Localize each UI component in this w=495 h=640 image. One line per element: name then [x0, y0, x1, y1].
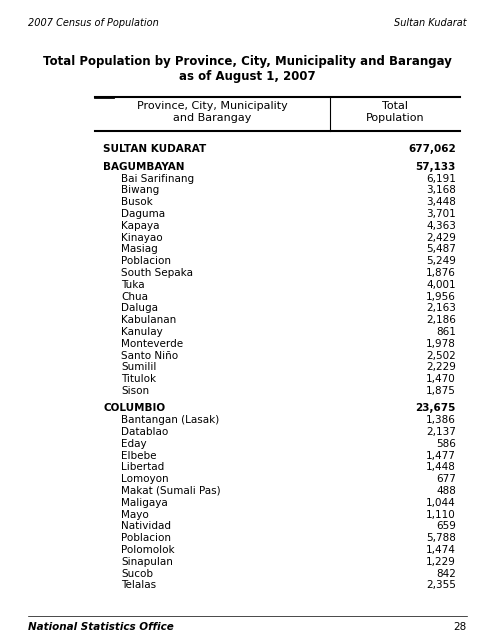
- Text: 677,062: 677,062: [408, 145, 456, 154]
- Text: 3,701: 3,701: [426, 209, 456, 219]
- Text: Kabulanan: Kabulanan: [121, 316, 176, 325]
- Text: 2007 Census of Population: 2007 Census of Population: [28, 18, 159, 28]
- Text: Sison: Sison: [121, 386, 149, 396]
- Text: Poblacion: Poblacion: [121, 256, 171, 266]
- Text: Telalas: Telalas: [121, 580, 156, 590]
- Text: 6,191: 6,191: [426, 173, 456, 184]
- Text: 2,137: 2,137: [426, 427, 456, 437]
- Text: Busok: Busok: [121, 197, 153, 207]
- Text: Kapaya: Kapaya: [121, 221, 159, 231]
- Text: 1,876: 1,876: [426, 268, 456, 278]
- Text: Masiag: Masiag: [121, 244, 158, 255]
- Text: Polomolok: Polomolok: [121, 545, 175, 555]
- Text: 1,448: 1,448: [426, 462, 456, 472]
- Text: Sinapulan: Sinapulan: [121, 557, 173, 566]
- Text: 3,448: 3,448: [426, 197, 456, 207]
- Text: 1,110: 1,110: [426, 509, 456, 520]
- Text: 5,487: 5,487: [426, 244, 456, 255]
- Text: Sucob: Sucob: [121, 568, 153, 579]
- Text: 861: 861: [436, 327, 456, 337]
- Text: 2,229: 2,229: [426, 362, 456, 372]
- Text: Daluga: Daluga: [121, 303, 158, 314]
- Text: 488: 488: [436, 486, 456, 496]
- Text: 4,363: 4,363: [426, 221, 456, 231]
- Text: 1,477: 1,477: [426, 451, 456, 461]
- Text: Daguma: Daguma: [121, 209, 165, 219]
- Text: 1,470: 1,470: [426, 374, 456, 384]
- Text: Maligaya: Maligaya: [121, 498, 168, 508]
- Text: BAGUMBAYAN: BAGUMBAYAN: [103, 162, 185, 172]
- Text: 2,502: 2,502: [426, 351, 456, 360]
- Text: Monteverde: Monteverde: [121, 339, 183, 349]
- Text: COLUMBIO: COLUMBIO: [103, 403, 165, 413]
- Text: Mayo: Mayo: [121, 509, 149, 520]
- Text: Poblacion: Poblacion: [121, 533, 171, 543]
- Text: Libertad: Libertad: [121, 462, 164, 472]
- Text: 1,229: 1,229: [426, 557, 456, 566]
- Text: 5,249: 5,249: [426, 256, 456, 266]
- Text: 1,386: 1,386: [426, 415, 456, 425]
- Text: South Sepaka: South Sepaka: [121, 268, 193, 278]
- Text: Biwang: Biwang: [121, 186, 159, 195]
- Text: Total
Population: Total Population: [366, 101, 424, 123]
- Text: 57,133: 57,133: [416, 162, 456, 172]
- Text: 1,474: 1,474: [426, 545, 456, 555]
- Text: 586: 586: [436, 438, 456, 449]
- Text: Chua: Chua: [121, 292, 148, 301]
- Text: SULTAN KUDARAT: SULTAN KUDARAT: [103, 145, 206, 154]
- Text: Province, City, Municipality
and Barangay: Province, City, Municipality and Baranga…: [137, 101, 288, 123]
- Text: Eday: Eday: [121, 438, 147, 449]
- Text: 1,875: 1,875: [426, 386, 456, 396]
- Text: Kinayao: Kinayao: [121, 232, 163, 243]
- Text: Sumilil: Sumilil: [121, 362, 156, 372]
- Text: Tuka: Tuka: [121, 280, 145, 290]
- Text: Datablao: Datablao: [121, 427, 168, 437]
- Text: 4,001: 4,001: [426, 280, 456, 290]
- Text: Lomoyon: Lomoyon: [121, 474, 169, 484]
- Text: Natividad: Natividad: [121, 522, 171, 531]
- Text: 1,956: 1,956: [426, 292, 456, 301]
- Text: Bai Sarifinang: Bai Sarifinang: [121, 173, 194, 184]
- Text: 3,168: 3,168: [426, 186, 456, 195]
- Text: 5,788: 5,788: [426, 533, 456, 543]
- Text: 2,429: 2,429: [426, 232, 456, 243]
- Text: 842: 842: [436, 568, 456, 579]
- Text: 23,675: 23,675: [416, 403, 456, 413]
- Text: Santo Niño: Santo Niño: [121, 351, 178, 360]
- Text: 677: 677: [436, 474, 456, 484]
- Text: Bantangan (Lasak): Bantangan (Lasak): [121, 415, 219, 425]
- Text: Sultan Kudarat: Sultan Kudarat: [395, 18, 467, 28]
- Text: Total Population by Province, City, Municipality and Barangay: Total Population by Province, City, Muni…: [43, 55, 451, 68]
- Text: 2,163: 2,163: [426, 303, 456, 314]
- Text: Makat (Sumali Pas): Makat (Sumali Pas): [121, 486, 221, 496]
- Text: National Statistics Office: National Statistics Office: [28, 622, 174, 632]
- Text: Elbebe: Elbebe: [121, 451, 156, 461]
- Text: 1,044: 1,044: [426, 498, 456, 508]
- Text: 28: 28: [454, 622, 467, 632]
- Text: 659: 659: [436, 522, 456, 531]
- Text: as of August 1, 2007: as of August 1, 2007: [179, 70, 315, 83]
- Text: Kanulay: Kanulay: [121, 327, 163, 337]
- Text: 2,186: 2,186: [426, 316, 456, 325]
- Text: 2,355: 2,355: [426, 580, 456, 590]
- Text: Titulok: Titulok: [121, 374, 156, 384]
- Text: 1,978: 1,978: [426, 339, 456, 349]
